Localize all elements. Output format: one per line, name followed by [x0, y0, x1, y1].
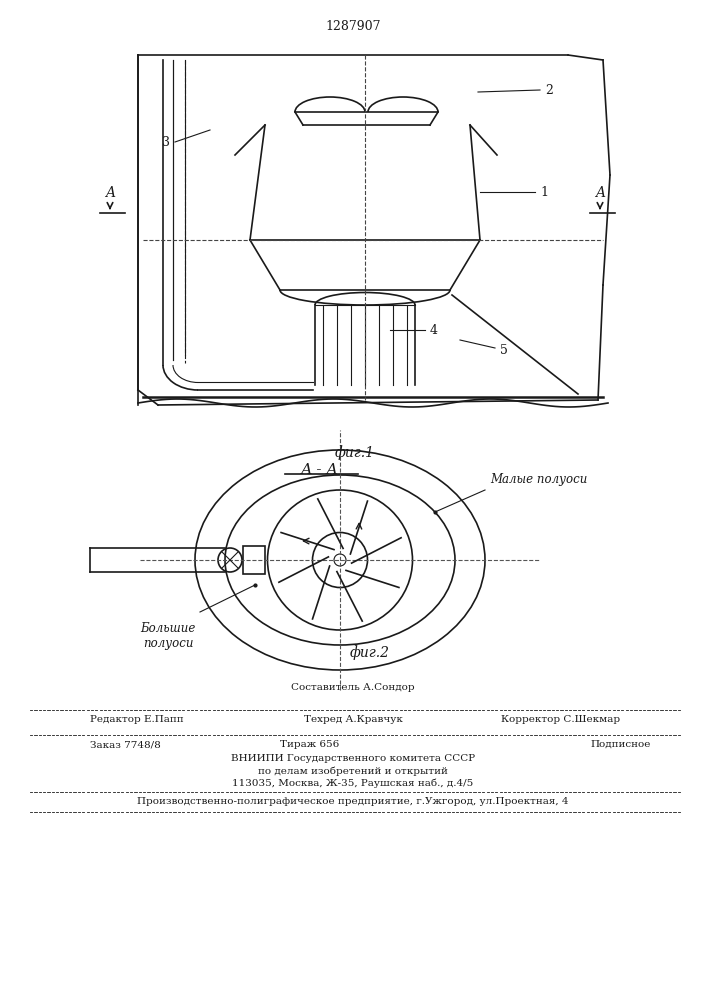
Text: Заказ 7748/8: Заказ 7748/8: [90, 740, 160, 749]
Text: ВНИИПИ Государственного комитета СССР: ВНИИПИ Государственного комитета СССР: [231, 754, 475, 763]
Text: по делам изобретений и открытий: по делам изобретений и открытий: [258, 766, 448, 776]
Text: Производственно-полиграфическое предприятие, г.Ужгород, ул.Проектная, 4: Производственно-полиграфическое предприя…: [137, 797, 568, 806]
Text: Редактор Е.Папп: Редактор Е.Папп: [90, 715, 184, 724]
Text: 5: 5: [500, 344, 508, 357]
Text: Корректор С.Шекмар: Корректор С.Шекмар: [501, 715, 620, 724]
Text: Тираж 656: Тираж 656: [281, 740, 339, 749]
Text: Большие
полуоси: Большие полуоси: [140, 622, 196, 650]
Text: 2: 2: [545, 84, 553, 97]
Text: фиг.1: фиг.1: [335, 445, 375, 460]
Text: 4: 4: [430, 324, 438, 336]
Text: Подписное: Подписное: [590, 740, 650, 749]
Text: 1: 1: [540, 186, 548, 198]
Text: A: A: [105, 186, 115, 200]
Text: Составитель А.Сондор: Составитель А.Сондор: [291, 683, 415, 692]
Bar: [243, 546, 265, 574]
Text: Техред А.Кравчук: Техред А.Кравчук: [303, 715, 402, 724]
Text: 3: 3: [162, 135, 170, 148]
Text: А - А: А - А: [301, 463, 339, 477]
Text: 1287907: 1287907: [325, 20, 381, 33]
Text: Малые полуоси: Малые полуоси: [490, 474, 588, 487]
Text: фиг.2: фиг.2: [350, 645, 390, 660]
Text: A: A: [595, 186, 605, 200]
Text: 113035, Москва, Ж-35, Раушская наб., д.4/5: 113035, Москва, Ж-35, Раушская наб., д.4…: [233, 778, 474, 788]
